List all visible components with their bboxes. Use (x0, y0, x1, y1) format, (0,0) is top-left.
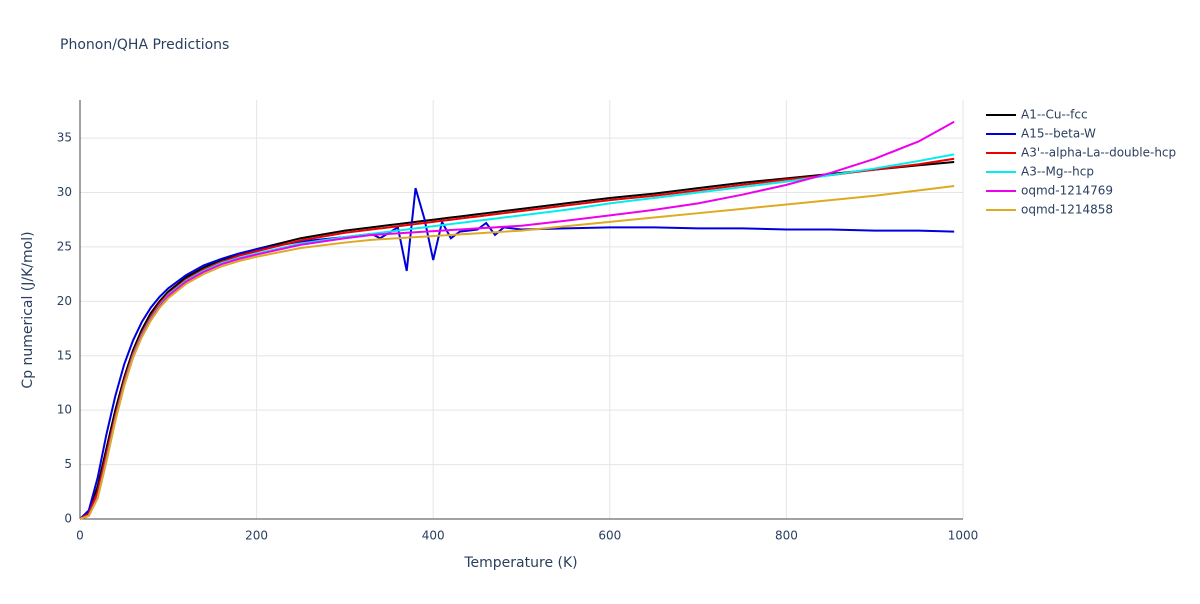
series-line (79, 120, 955, 520)
x-tick-label: 200 (245, 529, 268, 543)
x-tick-label: 1000 (948, 529, 979, 543)
x-tick-label: 0 (76, 529, 84, 543)
y-tick-label: 30 (57, 185, 72, 199)
legend-label[interactable]: A15--beta-W (1021, 127, 1096, 141)
y-tick-label: 5 (64, 457, 72, 471)
series-line (79, 161, 955, 520)
legend-label[interactable]: oqmd-1214858 (1021, 203, 1113, 217)
y-tick-label: 15 (57, 348, 72, 362)
x-tick-label: 600 (598, 529, 621, 543)
legend-label[interactable]: oqmd-1214769 (1021, 184, 1113, 198)
chart-title: Phonon/QHA Predictions (60, 37, 229, 53)
legend-label[interactable]: A3'--alpha-La--double-hcp (1021, 146, 1176, 160)
y-tick-label: 0 (64, 512, 72, 526)
legend-label[interactable]: A3--Mg--hcp (1021, 165, 1094, 179)
y-tick-label: 25 (57, 239, 72, 253)
legend-label[interactable]: A1--Cu--fcc (1021, 108, 1088, 122)
series-line (79, 187, 955, 520)
x-axis-label: Temperature (K) (463, 555, 577, 571)
y-tick-label: 20 (57, 294, 72, 308)
x-tick-label: 800 (775, 529, 798, 543)
y-tick-label: 10 (57, 403, 72, 417)
y-axis-label: Cp numerical (J/K/mol) (20, 231, 36, 388)
series-line (79, 184, 955, 520)
series-line (79, 157, 955, 520)
y-tick-label: 35 (57, 131, 72, 145)
x-tick-label: 400 (422, 529, 445, 543)
